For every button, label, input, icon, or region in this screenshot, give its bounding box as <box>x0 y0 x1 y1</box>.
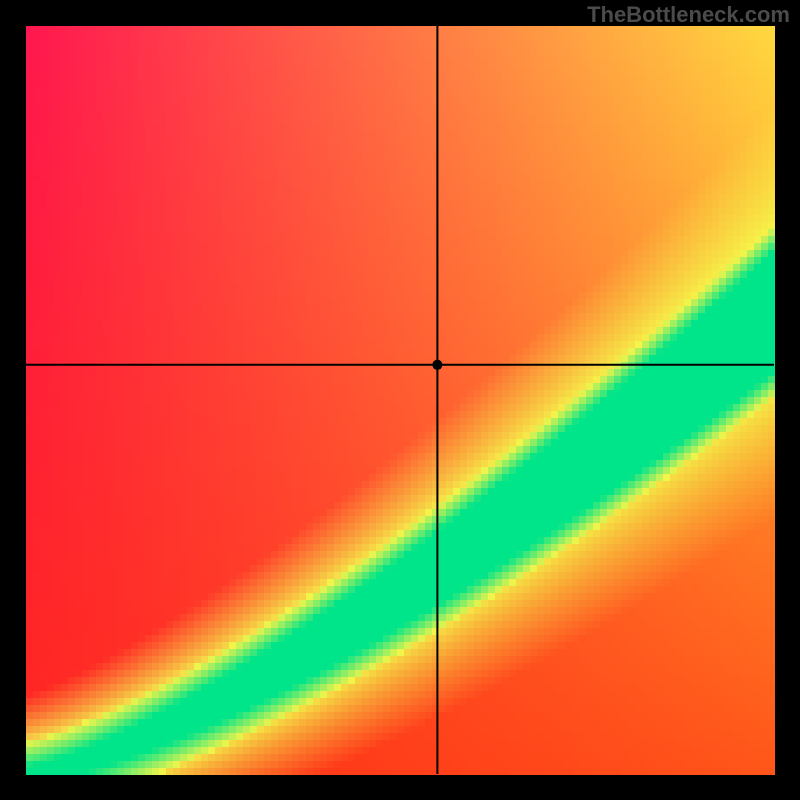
watermark-text: TheBottleneck.com <box>587 2 790 28</box>
bottleneck-heatmap <box>0 0 800 800</box>
